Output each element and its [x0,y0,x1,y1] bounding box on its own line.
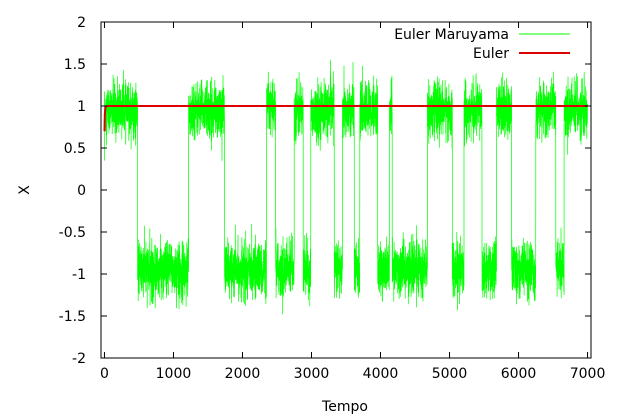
y-axis-label: X [17,185,33,195]
x-tick-label: 5000 [432,366,468,382]
plot-border [100,21,592,359]
legend-label-euler-maruyama: Euler Maruyama [394,27,509,43]
legend: Euler Maruyama Euler [394,27,570,62]
axis-ticks: 0 1000 2000 3000 4000 5000 6000 7000 -2 -1.5 -1 -0.… [59,15,606,382]
x-tick-label: 1000 [156,366,192,382]
y-tick-label: -2 [72,351,86,367]
x-axis-label: Tempo [321,399,368,415]
y-tick-label: -1 [72,267,86,283]
y-tick-label: 0.5 [64,141,86,157]
euler-line [103,105,588,132]
euler-maruyama-series [104,59,588,315]
y-tick-label: -1.5 [59,309,86,325]
x-tick-label: 7000 [570,366,606,382]
x-tick-label: 3000 [294,366,330,382]
x-tick-label: 6000 [501,366,537,382]
euler-maruyama-line [104,59,588,315]
x-tick-label: 0 [100,366,109,382]
y-tick-label: 2 [77,15,86,31]
y-tick-label: 1 [77,99,86,115]
x-tick-label: 4000 [363,366,399,382]
y-tick-label: 0 [77,183,86,199]
euler-series [103,105,588,132]
y-tick-label: -0.5 [59,225,86,241]
y-tick-label: 1.5 [64,57,86,73]
legend-label-euler: Euler [473,46,509,62]
x-tick-label: 2000 [225,366,261,382]
